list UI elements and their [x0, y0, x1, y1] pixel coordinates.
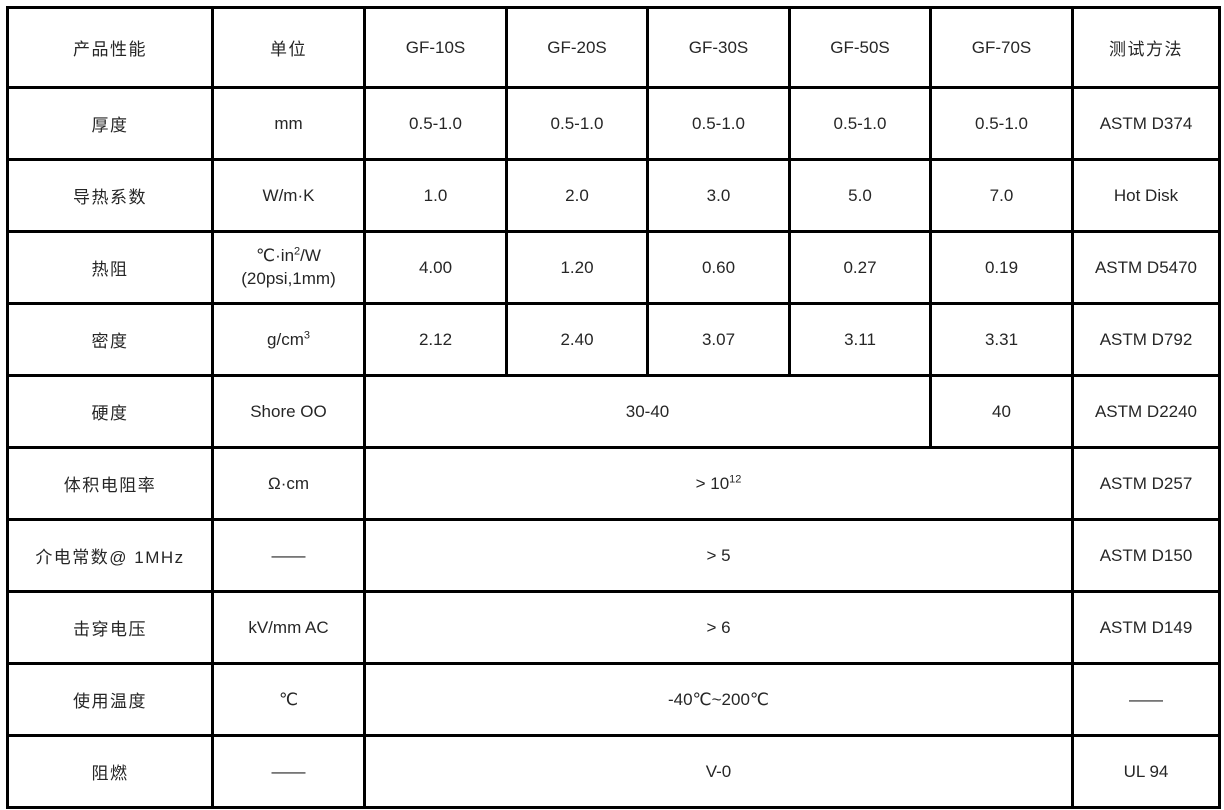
value-cell: 0.5-1.0 [505, 86, 649, 161]
property-label: 击穿电压 [6, 590, 214, 665]
value-cell: 0.5-1.0 [363, 86, 508, 161]
unit-cell: —— [211, 734, 366, 809]
unit-cell: ℃·in2/W (20psi,1mm) [211, 230, 366, 305]
row-thermal-conductivity: 导热系数 W/m·K 1.0 2.0 3.0 5.0 7.0 Hot Disk [6, 158, 1221, 233]
product-spec-table: 产品性能 单位 GF-10S GF-20S GF-30S GF-50S GF-7… [6, 6, 1221, 809]
method-cell: ASTM D2240 [1071, 374, 1221, 449]
method-cell: —— [1071, 662, 1221, 737]
unit-cell: Ω·cm [211, 446, 366, 521]
property-label: 厚度 [6, 86, 214, 161]
unit-cell: g/cm3 [211, 302, 366, 377]
property-label: 阻燃 [6, 734, 214, 809]
row-density: 密度 g/cm3 2.12 2.40 3.07 3.11 3.31 ASTM D… [6, 302, 1221, 377]
value-cell: 0.5-1.0 [646, 86, 791, 161]
unit-line1: ℃·in2/W [256, 244, 321, 265]
header-cell-model-gf30s: GF-30S [646, 6, 791, 89]
value-cell: 3.0 [646, 158, 791, 233]
header-cell-unit: 单位 [211, 6, 366, 89]
property-label: 导热系数 [6, 158, 214, 233]
header-cell-model-gf10s: GF-10S [363, 6, 508, 89]
unit-cell: mm [211, 86, 366, 161]
property-label: 密度 [6, 302, 214, 377]
property-label: 热阻 [6, 230, 214, 305]
row-thermal-resistance: 热阻 ℃·in2/W (20psi,1mm) 4.00 1.20 0.60 0.… [6, 230, 1221, 305]
value-cell: 3.11 [788, 302, 932, 377]
method-cell: Hot Disk [1071, 158, 1221, 233]
method-cell: ASTM D150 [1071, 518, 1221, 593]
row-operating-temperature: 使用温度 ℃ -40℃~200℃ —— [6, 662, 1221, 737]
header-row: 产品性能 单位 GF-10S GF-20S GF-30S GF-50S GF-7… [6, 6, 1221, 89]
value-cell-merged: V-0 [363, 734, 1074, 809]
value-cell-merged: > 1012 [363, 446, 1074, 521]
value-cell: 5.0 [788, 158, 932, 233]
property-label: 介电常数@ 1MHz [6, 518, 214, 593]
value-cell-merged: 30-40 [363, 374, 932, 449]
value-cell: 2.40 [505, 302, 649, 377]
value-cell: 3.07 [646, 302, 791, 377]
value-cell: 2.12 [363, 302, 508, 377]
value-cell: 0.5-1.0 [788, 86, 932, 161]
method-cell: UL 94 [1071, 734, 1221, 809]
row-dielectric-constant: 介电常数@ 1MHz —— > 5 ASTM D150 [6, 518, 1221, 593]
method-cell: ASTM D792 [1071, 302, 1221, 377]
value-cell: 1.0 [363, 158, 508, 233]
row-flame-retardancy: 阻燃 —— V-0 UL 94 [6, 734, 1221, 809]
header-cell-method: 测试方法 [1071, 6, 1221, 89]
unit-cell: —— [211, 518, 366, 593]
method-cell: ASTM D257 [1071, 446, 1221, 521]
header-cell-model-gf50s: GF-50S [788, 6, 932, 89]
row-volume-resistivity: 体积电阻率 Ω·cm > 1012 ASTM D257 [6, 446, 1221, 521]
value-cell: 4.00 [363, 230, 508, 305]
row-thickness: 厚度 mm 0.5-1.0 0.5-1.0 0.5-1.0 0.5-1.0 0.… [6, 86, 1221, 161]
header-cell-property: 产品性能 [6, 6, 214, 89]
unit-cell: Shore OO [211, 374, 366, 449]
method-cell: ASTM D149 [1071, 590, 1221, 665]
row-breakdown-voltage: 击穿电压 kV/mm AC > 6 ASTM D149 [6, 590, 1221, 665]
property-label: 体积电阻率 [6, 446, 214, 521]
property-label: 硬度 [6, 374, 214, 449]
value-cell: 0.27 [788, 230, 932, 305]
method-cell: ASTM D5470 [1071, 230, 1221, 305]
unit-cell: W/m·K [211, 158, 366, 233]
value-cell: 2.0 [505, 158, 649, 233]
value-cell-merged: > 5 [363, 518, 1074, 593]
header-cell-model-gf70s: GF-70S [929, 6, 1074, 89]
unit-line2: (20psi,1mm) [241, 268, 336, 288]
unit-cell: kV/mm AC [211, 590, 366, 665]
row-hardness: 硬度 Shore OO 30-40 40 ASTM D2240 [6, 374, 1221, 449]
header-cell-model-gf20s: GF-20S [505, 6, 649, 89]
value-cell: 0.5-1.0 [929, 86, 1074, 161]
value-cell: 0.60 [646, 230, 791, 305]
value-cell: 1.20 [505, 230, 649, 305]
unit-cell: ℃ [211, 662, 366, 737]
value-cell: 3.31 [929, 302, 1074, 377]
method-cell: ASTM D374 [1071, 86, 1221, 161]
property-label: 使用温度 [6, 662, 214, 737]
value-cell: 40 [929, 374, 1074, 449]
value-cell: 7.0 [929, 158, 1074, 233]
value-cell-merged: -40℃~200℃ [363, 662, 1074, 737]
value-cell-merged: > 6 [363, 590, 1074, 665]
value-cell: 0.19 [929, 230, 1074, 305]
